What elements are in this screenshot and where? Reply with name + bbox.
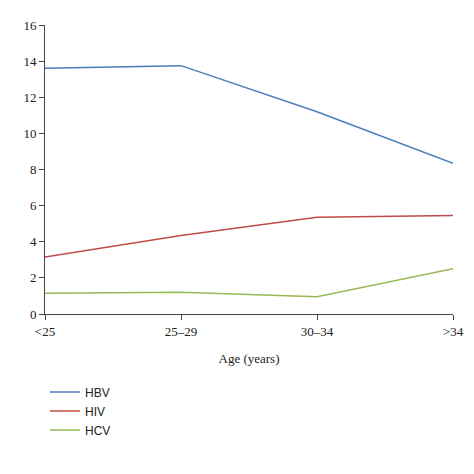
- svg-text:HIV: HIV: [85, 405, 105, 419]
- svg-text:8: 8: [30, 162, 37, 177]
- svg-text:<25: <25: [35, 324, 55, 339]
- svg-text:30–34: 30–34: [301, 324, 334, 339]
- svg-text:25–29: 25–29: [165, 324, 198, 339]
- svg-text:4: 4: [30, 234, 37, 249]
- svg-text:HBV: HBV: [85, 386, 110, 400]
- svg-text:HCV: HCV: [85, 424, 110, 438]
- svg-text:6: 6: [30, 198, 37, 213]
- svg-text:14: 14: [23, 54, 37, 69]
- svg-text:16: 16: [23, 18, 37, 33]
- svg-text:2: 2: [30, 270, 37, 285]
- svg-text:10: 10: [23, 126, 36, 141]
- svg-text:>34: >34: [443, 324, 464, 339]
- svg-text:Age (years): Age (years): [219, 351, 280, 366]
- svg-text:12: 12: [23, 90, 36, 105]
- svg-text:0: 0: [30, 307, 37, 322]
